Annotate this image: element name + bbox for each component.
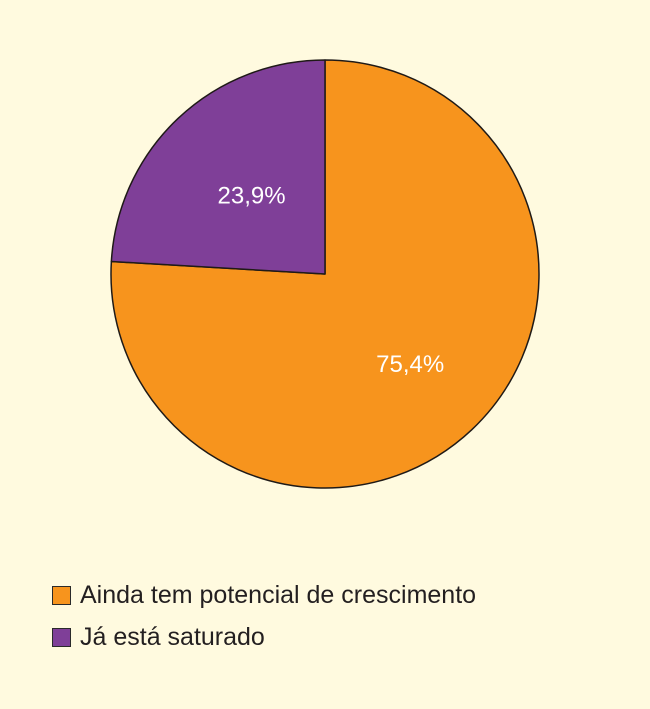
slice-value-label: 75,4%: [376, 351, 444, 378]
pie-slice-growth-potential: [110, 59, 540, 489]
pie-chart: 75,4% 23,9%: [110, 59, 540, 489]
legend-item-saturated: Já está saturado: [52, 616, 476, 658]
pie-slice-saturated: [110, 59, 326, 275]
legend-label: Ainda tem potencial de crescimento: [80, 580, 477, 609]
slice-value-label: 23,9%: [218, 183, 286, 210]
legend-item-growth-potential: Ainda tem potencial de crescimento: [52, 574, 476, 616]
legend-swatch: [52, 585, 71, 605]
legend-label: Já está saturado: [80, 622, 265, 651]
legend-swatch: [52, 627, 71, 647]
legend: Ainda tem potencial de crescimento Já es…: [52, 574, 476, 658]
